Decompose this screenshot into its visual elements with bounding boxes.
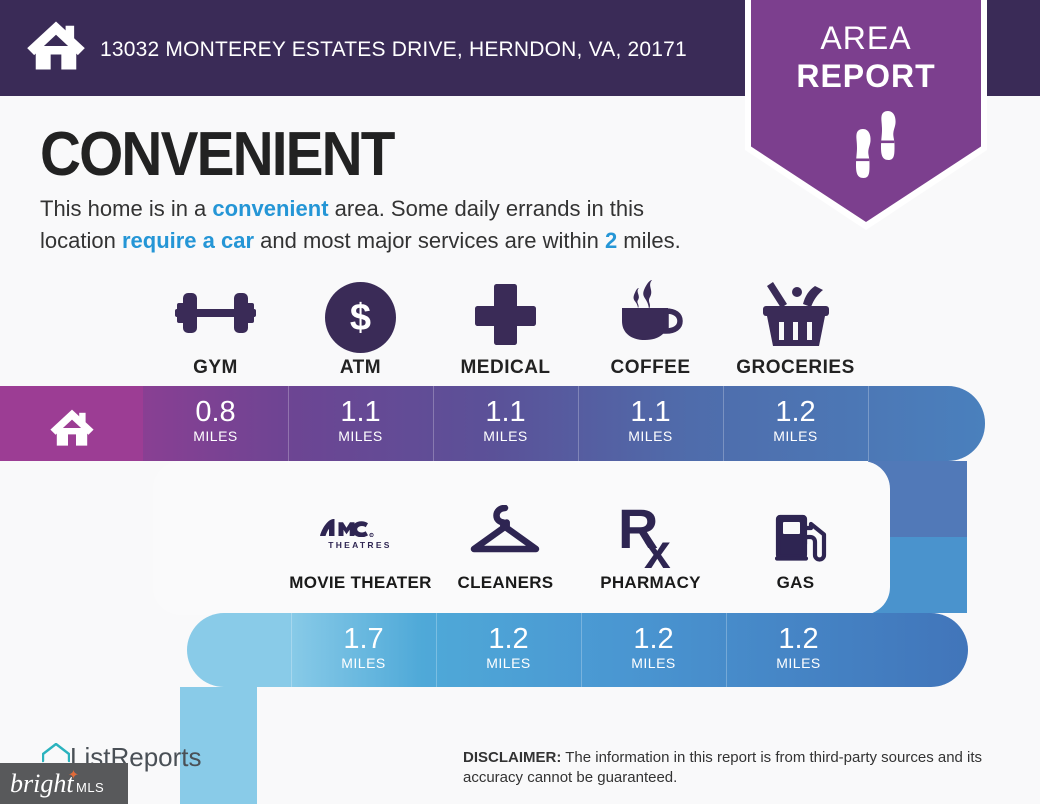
svg-text:$: $	[350, 297, 371, 339]
svg-text:x: x	[644, 526, 671, 568]
svg-text:R: R	[370, 533, 372, 537]
